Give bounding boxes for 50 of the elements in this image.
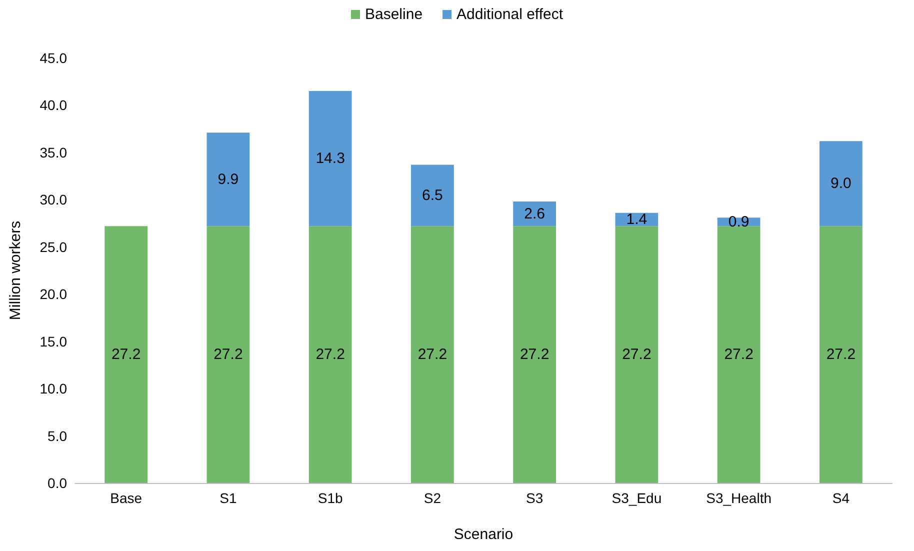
x-tick-label: S3_Edu <box>612 490 662 506</box>
y-tick-label: 40.0 <box>40 97 68 114</box>
y-tick-label: 0.0 <box>48 475 68 491</box>
y-tick-label: 15.0 <box>40 333 68 350</box>
bar <box>410 226 454 483</box>
bar <box>513 226 556 483</box>
data-label: 27.2 <box>111 346 141 364</box>
bar <box>104 226 148 483</box>
legend-label: Additional effect <box>456 6 564 23</box>
bar <box>206 226 250 483</box>
legend-label: Baseline <box>365 6 423 23</box>
bar <box>513 202 556 226</box>
y-tick-label: 30.0 <box>40 192 68 208</box>
data-label: 9.9 <box>218 170 239 188</box>
data-label: 0.9 <box>728 213 750 230</box>
data-label: 27.2 <box>724 346 754 364</box>
y-tick-label: 5.0 <box>48 428 68 444</box>
data-label: 2.6 <box>524 205 545 222</box>
bar <box>410 164 454 226</box>
bar <box>206 132 250 226</box>
data-label: 27.2 <box>826 346 856 364</box>
y-tick-label: 35.0 <box>40 144 68 160</box>
x-tick-label: S1b <box>318 490 343 506</box>
x-tick-label: S3 <box>526 490 544 506</box>
bar <box>819 141 862 226</box>
bar <box>819 226 862 483</box>
data-label: 27.2 <box>622 346 652 364</box>
data-label: 6.5 <box>422 186 443 204</box>
y-tick-label: 25.0 <box>40 238 68 255</box>
x-tick-label: S4 <box>832 490 850 506</box>
data-label: 27.2 <box>418 346 448 364</box>
x-tick-label: Base <box>110 490 142 506</box>
y-tick-label: 10.0 <box>40 380 68 397</box>
x-tick-label: S3_Health <box>706 490 772 506</box>
y-axis-title: Million workers <box>7 220 24 320</box>
x-tick-label: S2 <box>424 490 442 506</box>
data-label: 1.4 <box>626 211 648 228</box>
data-label: 27.2 <box>214 346 243 364</box>
data-label: 9.0 <box>830 175 852 192</box>
bar <box>308 226 352 483</box>
y-tick-label: 45.0 <box>40 50 68 66</box>
x-tick-label: S1 <box>220 490 237 506</box>
data-label: 27.2 <box>316 346 345 364</box>
data-label: 14.3 <box>316 150 345 168</box>
data-label: 27.2 <box>520 346 550 364</box>
y-tick-label: 20.0 <box>40 286 68 302</box>
bar <box>308 91 352 226</box>
x-axis-title: Scenario <box>454 526 514 543</box>
bar <box>615 226 658 483</box>
bar <box>717 226 760 483</box>
